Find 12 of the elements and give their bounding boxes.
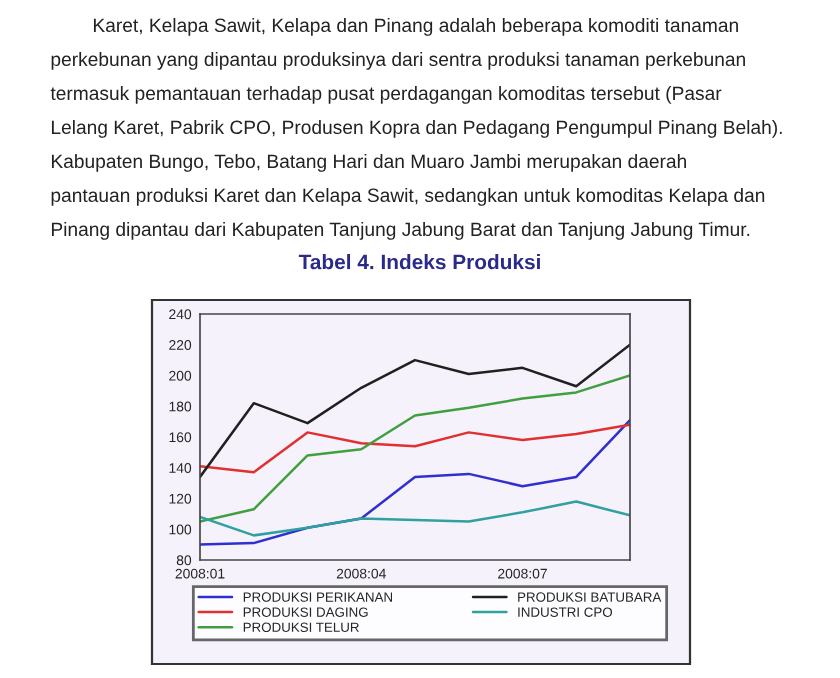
- line-series: [200, 423, 630, 474]
- chart-title: Tabel 4. Indeks Produksi: [298, 254, 540, 270]
- line-series: [200, 500, 630, 537]
- text: Kabupaten Bungo, Tebo, Batang Hari dan Muaro Jambi merupakan daerah: [51, 154, 686, 172]
- line-series: [200, 374, 630, 523]
- text: termasuk pemantauan terhadap pusat perdagangan komoditas tersebut (Pasar: [50, 86, 722, 104]
- text: perkebunan yang dipantau produksinya dari sentra produksi tanaman perkebunan: [51, 52, 745, 70]
- text: Lelang Karet, Pabrik CPO, Produsen Kopra dan Pedagang Pengumpul Pinang Belah).: [51, 120, 782, 138]
- line-series: [200, 343, 630, 479]
- text: Pinang dipantau dari Kabupaten Tanjung Jabung Barat dan Tanjung Jabung Timur.: [51, 222, 750, 240]
- text: pantauan produksi Karet dan Kelapa Sawit, sedangkan untuk komoditas Kelapa dan: [51, 188, 765, 206]
- text: Karet, Kelapa Sawit, Kelapa dan Pinang adalah beberapa komoditi tanaman: [93, 18, 738, 36]
